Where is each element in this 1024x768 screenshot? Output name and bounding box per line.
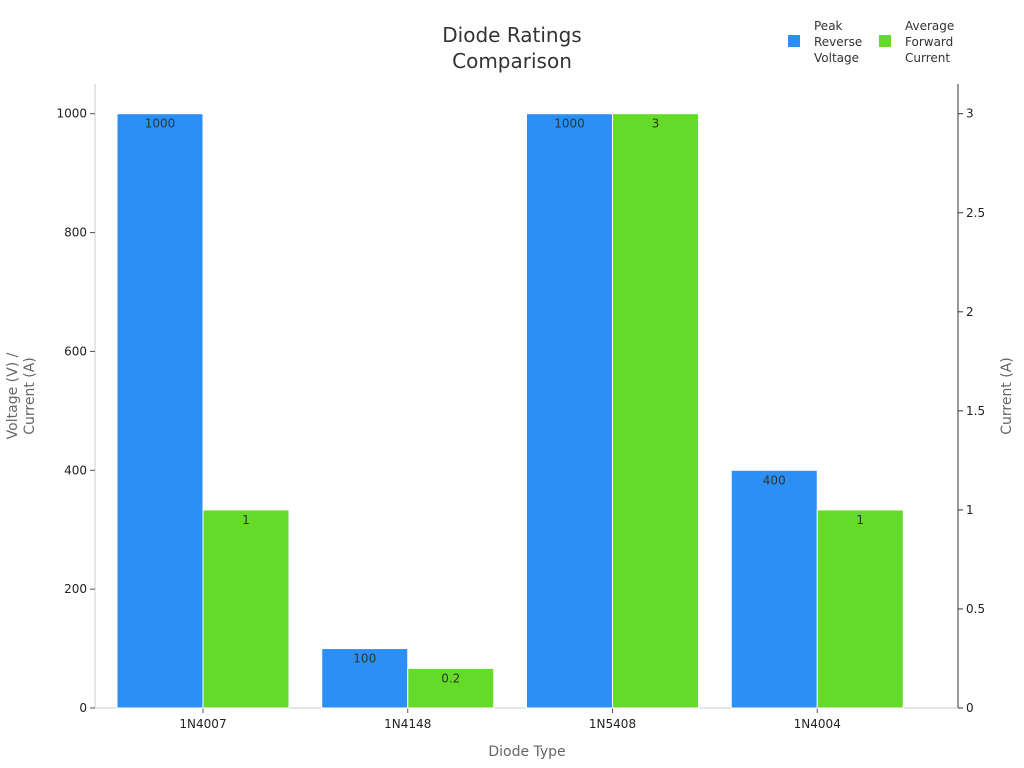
y2-tick-label: 2.5 bbox=[966, 206, 985, 220]
data-label: 1000 bbox=[554, 117, 585, 131]
bar bbox=[612, 113, 699, 709]
data-label: 1 bbox=[856, 513, 864, 527]
y2-tick-label: 0.5 bbox=[966, 602, 985, 616]
legend-label: Current bbox=[905, 51, 950, 65]
bar bbox=[116, 113, 204, 709]
y2-tick-label: 2 bbox=[966, 305, 974, 319]
y-axis-title: Current (A) bbox=[22, 357, 38, 435]
legend-label: Average bbox=[905, 19, 954, 33]
data-label: 400 bbox=[763, 473, 786, 487]
bars bbox=[116, 113, 904, 709]
bar bbox=[321, 648, 409, 709]
legend: Peak Reverse Voltage Average Forward Current bbox=[788, 19, 954, 65]
data-label: 3 bbox=[652, 117, 660, 131]
y2-tick-label: 1.5 bbox=[966, 404, 985, 418]
legend-label: Reverse bbox=[814, 35, 862, 49]
chart-title-line: Comparison bbox=[452, 49, 572, 73]
bar bbox=[730, 469, 818, 709]
bar bbox=[526, 113, 613, 709]
legend-label: Voltage bbox=[814, 51, 859, 65]
data-label: 1000 bbox=[145, 117, 176, 131]
y-tick-label: 1000 bbox=[56, 107, 87, 121]
y2-tick-label: 1 bbox=[966, 503, 974, 517]
y-tick-label: 200 bbox=[64, 582, 87, 596]
y-tick-label: 0 bbox=[79, 701, 87, 715]
bar bbox=[202, 509, 290, 709]
y-tick-label: 600 bbox=[64, 344, 87, 358]
y2-axis-title: Current (A) bbox=[999, 357, 1015, 435]
data-label: 100 bbox=[353, 652, 376, 666]
x-tick-label: 1N4007 bbox=[179, 717, 226, 731]
y-tick-label: 800 bbox=[64, 226, 87, 240]
legend-label: Forward bbox=[905, 35, 953, 49]
y2-tick-label: 3 bbox=[966, 107, 974, 121]
legend-label: Peak bbox=[814, 19, 843, 33]
axes: 0 200 400 600 800 1000 0 0.5 1 1.5 2 2.5 3 1N4007 1N41… bbox=[56, 84, 985, 731]
y-tick-label: 400 bbox=[64, 463, 87, 477]
x-axis-title: Diode Type bbox=[488, 744, 565, 760]
bar bbox=[816, 509, 904, 709]
x-tick-label: 1N4004 bbox=[794, 717, 841, 731]
chart-title-line: Diode Ratings bbox=[442, 23, 581, 47]
x-tick-label: 1N5408 bbox=[589, 717, 636, 731]
y-axis-title: Voltage (V) / bbox=[5, 352, 21, 439]
legend-swatch bbox=[879, 35, 891, 47]
data-labels: 1000 100 1000 400 1 0.2 3 1 bbox=[145, 117, 864, 686]
bar bbox=[407, 667, 495, 709]
legend-swatch bbox=[788, 35, 800, 47]
x-tick-label: 1N4148 bbox=[384, 717, 431, 731]
data-label: 0.2 bbox=[441, 671, 460, 685]
data-label: 1 bbox=[242, 513, 250, 527]
y2-tick-label: 0 bbox=[966, 701, 974, 715]
